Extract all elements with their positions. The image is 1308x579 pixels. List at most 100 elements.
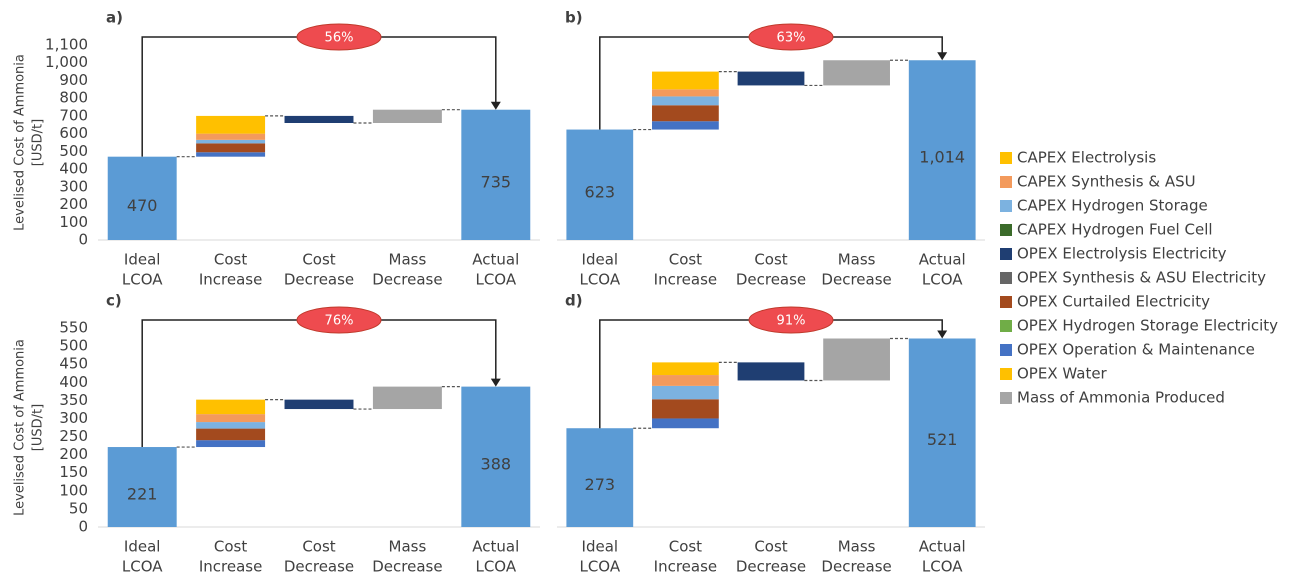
y-axis-title: Levelised Cost of Ammonia [13, 339, 28, 516]
y-tick-label: 700 [59, 106, 88, 124]
x-tick-label: Cost [214, 538, 247, 556]
waterfall-segment [372, 386, 442, 410]
x-tick-label: Mass [838, 251, 876, 269]
y-axis-title: [USD/t] [31, 404, 46, 451]
total-bar [908, 60, 976, 240]
y-tick-label: 200 [59, 195, 88, 213]
legend-label: OPEX Hydrogen Storage Electricity [1017, 317, 1278, 335]
y-tick-label: 600 [59, 124, 88, 142]
x-tick-label: Decrease [736, 271, 806, 289]
bracket [141, 319, 497, 448]
y-tick-label: 500 [59, 142, 88, 160]
annotation: 63% [777, 31, 806, 46]
y-tick-label: 250 [59, 427, 88, 445]
y-tick-label: 300 [59, 409, 88, 427]
value-label: 470 [127, 196, 158, 215]
x-tick-label: Ideal [582, 538, 619, 556]
y-tick-label: 800 [59, 89, 88, 107]
waterfall-segment [196, 414, 266, 423]
value-label: 388 [481, 454, 512, 473]
arrowhead [937, 52, 948, 61]
x-tick-label: Increase [654, 271, 717, 289]
x-tick-label: Cost [669, 538, 702, 556]
legend-label: OPEX Water [1017, 365, 1108, 383]
y-tick-label: 200 [59, 445, 88, 463]
x-tick-label: Actual [919, 538, 966, 556]
legend-label: CAPEX Electrolysis [1017, 149, 1156, 167]
x-tick-label: Cost [754, 251, 787, 269]
waterfall-segment [652, 71, 719, 90]
annotation: 91% [777, 314, 806, 329]
y-tick-label: 900 [59, 71, 88, 89]
x-tick-label: Ideal [582, 251, 619, 269]
waterfall-segment [196, 115, 266, 134]
waterfall-segment [284, 115, 354, 123]
waterfall-segment [196, 152, 266, 157]
legend-swatch [1000, 392, 1012, 404]
x-tick-label: Decrease [821, 558, 891, 576]
x-tick-label: LCOA [475, 558, 516, 576]
x-tick-label: Cost [302, 538, 335, 556]
x-tick-label: LCOA [122, 558, 163, 576]
legend-label: CAPEX Synthesis & ASU [1017, 173, 1196, 191]
x-tick-label: LCOA [579, 271, 620, 289]
value-label: 273 [585, 475, 616, 494]
annotation-bubble [296, 23, 382, 51]
legend-label: OPEX Electrolysis Electricity [1017, 245, 1227, 263]
x-tick-label: Increase [199, 558, 262, 576]
legend-swatch [1000, 224, 1012, 236]
annotation-bubble [748, 23, 834, 51]
x-tick-label: LCOA [579, 558, 620, 576]
legend-swatch [1000, 152, 1012, 164]
x-tick-label: Increase [654, 558, 717, 576]
waterfall-segment [823, 60, 890, 86]
y-tick-label: 100 [59, 213, 88, 231]
waterfall-segment [196, 440, 266, 448]
annotation: 76% [325, 314, 354, 329]
legend-label: CAPEX Hydrogen Fuel Cell [1017, 221, 1213, 239]
legend-swatch [1000, 272, 1012, 284]
y-tick-label: 300 [59, 177, 88, 195]
waterfall-segment [652, 362, 719, 376]
total-bar [461, 109, 531, 240]
arrowhead [937, 330, 948, 339]
waterfall-segment [196, 399, 266, 415]
legend-label: OPEX Curtailed Electricity [1017, 293, 1210, 311]
x-tick-label: Ideal [124, 251, 161, 269]
arrowhead [490, 101, 501, 110]
value-label: 1,014 [919, 148, 965, 167]
legend-label: OPEX Synthesis & ASU Electricity [1017, 269, 1266, 287]
waterfall-segment [652, 385, 719, 400]
x-tick-label: Mass [838, 538, 876, 556]
x-tick-label: Cost [214, 251, 247, 269]
y-tick-label: 50 [69, 499, 88, 517]
value-label: 221 [127, 485, 158, 504]
legend-swatch [1000, 248, 1012, 260]
y-tick-label: 1,000 [45, 53, 88, 71]
waterfall-segment [652, 96, 719, 106]
x-tick-label: Decrease [372, 558, 442, 576]
legend-swatch [1000, 368, 1012, 380]
x-tick-label: Actual [472, 251, 519, 269]
legend-label: CAPEX Hydrogen Storage [1017, 197, 1208, 215]
x-tick-label: Decrease [284, 558, 354, 576]
y-axis-title: Levelised Cost of Ammonia [13, 54, 28, 231]
y-tick-label: 450 [59, 355, 88, 373]
x-tick-label: Decrease [284, 271, 354, 289]
value-label: 521 [927, 430, 958, 449]
waterfall-segment [196, 139, 266, 144]
legend-label: OPEX Operation & Maintenance [1017, 341, 1255, 359]
waterfall-segment [652, 375, 719, 386]
y-tick-label: 0 [78, 231, 88, 249]
waterfall-segment [196, 422, 266, 429]
x-tick-label: Decrease [736, 558, 806, 576]
annotation-bubble [296, 306, 382, 334]
waterfall-segment [196, 428, 266, 441]
y-tick-label: 1,100 [45, 36, 88, 54]
waterfall-segment [737, 71, 805, 86]
x-tick-label: Cost [669, 251, 702, 269]
value-label: 735 [481, 172, 512, 191]
waterfall-segment [372, 109, 442, 123]
waterfall-segment [652, 399, 719, 419]
total-bar [566, 428, 634, 527]
